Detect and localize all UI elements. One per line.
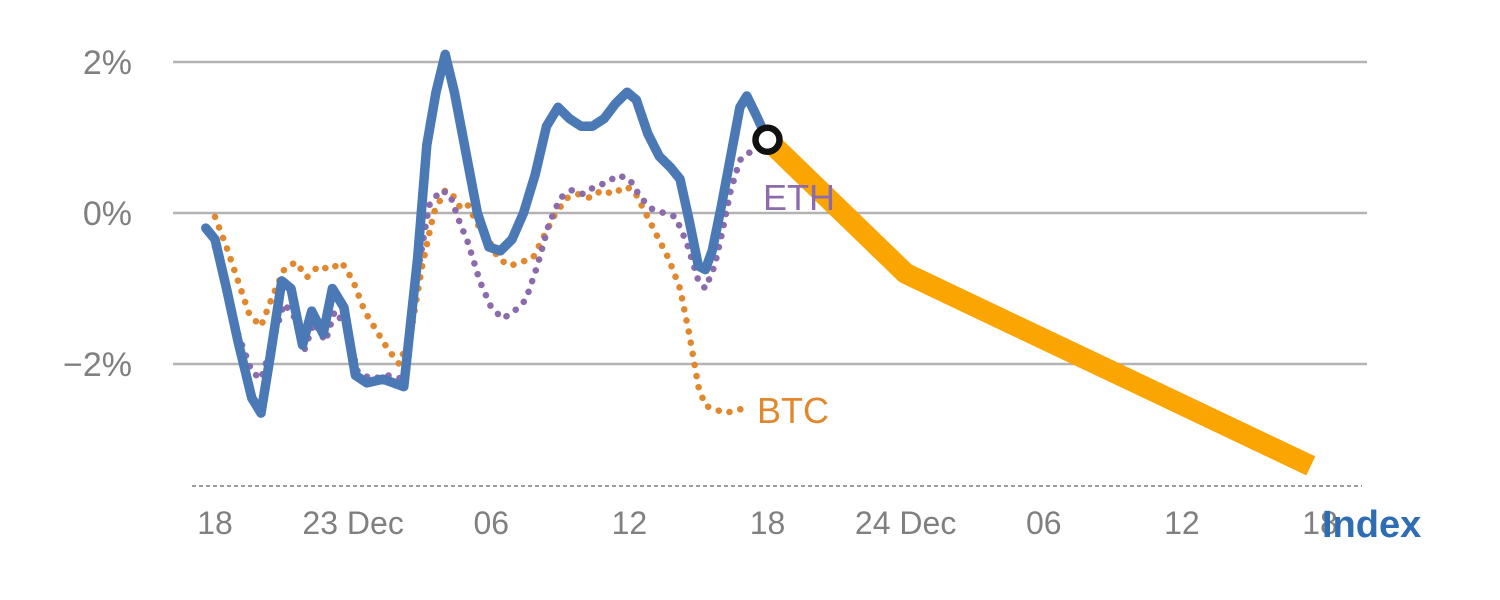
eth-label: ETH (763, 177, 835, 218)
marker-layer (752, 124, 783, 156)
series-line-eth (211, 149, 762, 383)
grid-layer: 2% 0% −2% 18 23 Dec 06 12 18 24 Dec 06 12 18 (63, 44, 1367, 541)
label-layer: ETH BTC Index (757, 177, 1421, 546)
x-tick-label: 24 Dec (855, 505, 956, 541)
x-tick-label: 18 (750, 505, 786, 541)
index-label: Index (1322, 504, 1421, 546)
x-tick-label: 06 (473, 505, 509, 541)
x-tick-label: 06 (1026, 505, 1062, 541)
y-tick-label: 2% (83, 44, 132, 82)
btc-label: BTC (757, 390, 829, 431)
x-tick-label: 12 (612, 505, 648, 541)
y-tick-label: −2% (63, 346, 132, 384)
series-line-btc (211, 183, 753, 417)
x-tick-label: 18 (1302, 505, 1338, 541)
y-tick-label: 0% (83, 195, 132, 233)
series-line-forecast (760, 132, 1316, 476)
series-line-index (201, 49, 773, 418)
x-tick-label: 18 (197, 505, 233, 541)
x-tick-label: 12 (1164, 505, 1200, 541)
x-tick-label: 23 Dec (302, 505, 403, 541)
current-point-marker (752, 124, 783, 156)
series-layer (201, 49, 1316, 476)
